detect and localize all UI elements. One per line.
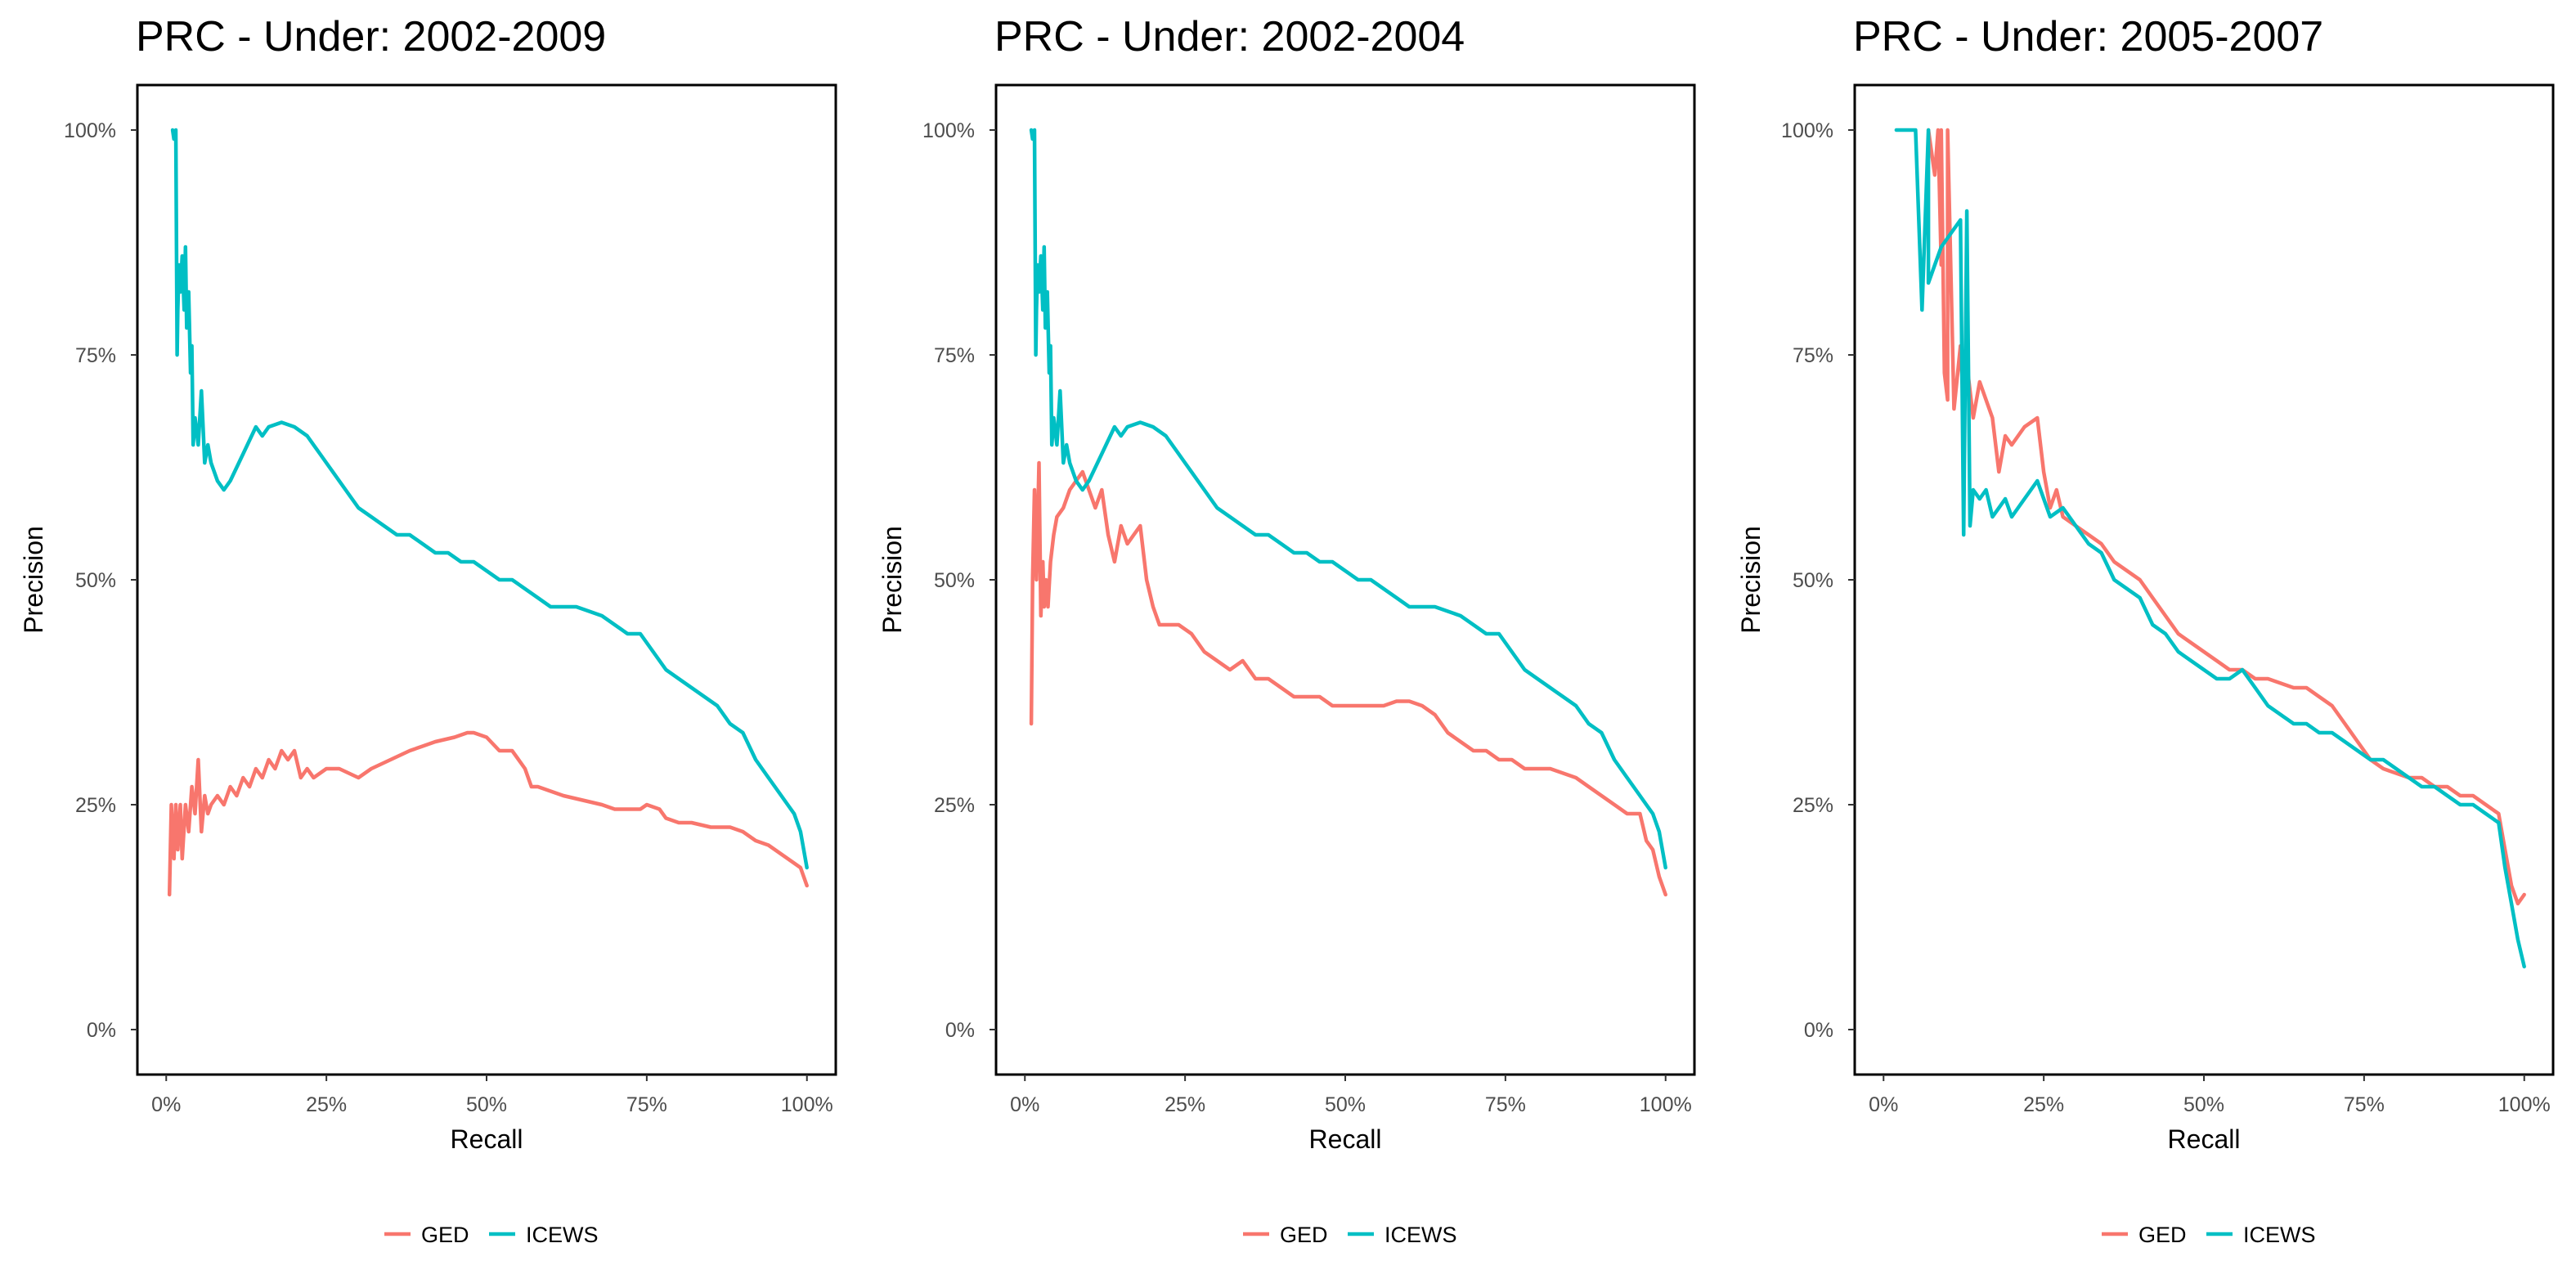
legend: GED ICEWS: [384, 1223, 599, 1247]
x-tick-label: 50%: [2183, 1093, 2224, 1116]
plot-frame: [136, 83, 837, 1076]
y-axis-title: Precision: [19, 526, 48, 634]
x-axis-ticks: 0% 25% 50% 75% 100%: [151, 1075, 833, 1116]
y-tick-label: 100%: [1781, 119, 1833, 142]
y-tick-label: 75%: [934, 344, 975, 367]
legend-label-icews: ICEWS: [1384, 1223, 1457, 1247]
legend-label-icews: ICEWS: [526, 1223, 599, 1247]
y-tick-label: 25%: [1793, 794, 1833, 817]
x-tick-label: 75%: [2344, 1093, 2385, 1116]
series-line-icews: [1894, 128, 2526, 969]
x-tick-label: 50%: [466, 1093, 507, 1116]
y-tick-label: 0%: [945, 1019, 975, 1042]
y-tick-label: 25%: [75, 794, 116, 817]
legend: GED ICEWS: [1243, 1223, 1457, 1247]
legend: GED ICEWS: [2102, 1223, 2316, 1247]
x-tick-label: 0%: [1010, 1093, 1039, 1116]
legend-label-ged: GED: [2138, 1223, 2187, 1247]
plot-frame: [1853, 83, 2555, 1076]
y-tick-label: 50%: [1793, 569, 1833, 592]
plot-frame: [994, 83, 1696, 1076]
x-tick-label: 100%: [1640, 1093, 1692, 1116]
legend-label-ged: GED: [421, 1223, 469, 1247]
legend-label-ged: GED: [1280, 1223, 1328, 1247]
series-layer: [1029, 128, 1667, 897]
series-line-icews: [1029, 128, 1667, 870]
y-axis-ticks: 0% 25% 50% 75% 100%: [64, 119, 137, 1042]
y-tick-label: 75%: [75, 344, 116, 367]
chart-panel-2: PRC - Under: 2002-2004 0% 25% 50% 75% 100% 0…: [877, 13, 1696, 1247]
y-axis-title: Precision: [1736, 526, 1766, 634]
series-line-ged: [1029, 460, 1667, 897]
y-tick-label: 25%: [934, 794, 975, 817]
x-tick-label: 0%: [1869, 1093, 1898, 1116]
y-tick-label: 100%: [922, 119, 975, 142]
x-tick-label: 100%: [781, 1093, 833, 1116]
x-tick-label: 75%: [1485, 1093, 1526, 1116]
y-axis-ticks: 0% 25% 50% 75% 100%: [1781, 119, 1855, 1042]
series-line-icews: [170, 128, 809, 870]
x-axis-title: Recall: [1309, 1124, 1382, 1154]
y-tick-label: 50%: [75, 569, 116, 592]
series-layer: [167, 128, 809, 897]
panel-title: PRC - Under: 2002-2009: [136, 13, 606, 61]
y-tick-label: 0%: [1804, 1019, 1833, 1042]
y-axis-ticks: 0% 25% 50% 75% 100%: [922, 119, 996, 1042]
panel-title: PRC - Under: 2002-2004: [994, 13, 1465, 61]
x-tick-label: 100%: [2498, 1093, 2551, 1116]
y-tick-label: 50%: [934, 569, 975, 592]
y-tick-label: 100%: [64, 119, 116, 142]
x-tick-label: 0%: [151, 1093, 181, 1116]
y-axis-title: Precision: [877, 526, 907, 634]
y-tick-label: 0%: [87, 1019, 116, 1042]
y-tick-label: 75%: [1793, 344, 1833, 367]
chart-panel-3: PRC - Under: 2005-2007 0% 25% 50% 75% 100% 0…: [1736, 13, 2555, 1247]
x-tick-label: 25%: [2023, 1093, 2064, 1116]
x-tick-label: 50%: [1325, 1093, 1366, 1116]
x-tick-label: 25%: [306, 1093, 347, 1116]
panel-title: PRC - Under: 2005-2007: [1853, 13, 2323, 61]
series-line-ged: [167, 730, 809, 897]
x-axis-ticks: 0% 25% 50% 75% 100%: [1010, 1075, 1692, 1116]
x-tick-label: 25%: [1165, 1093, 1205, 1116]
x-tick-label: 75%: [626, 1093, 667, 1116]
x-axis-title: Recall: [2168, 1124, 2241, 1154]
legend-label-icews: ICEWS: [2243, 1223, 2316, 1247]
x-axis-title: Recall: [451, 1124, 523, 1154]
series-layer: [1894, 128, 2526, 969]
chart-panel-1: PRC - Under: 2002-2009 0% 25% 50% 75% 100% 0…: [19, 13, 837, 1247]
x-axis-ticks: 0% 25% 50% 75% 100%: [1869, 1075, 2551, 1116]
